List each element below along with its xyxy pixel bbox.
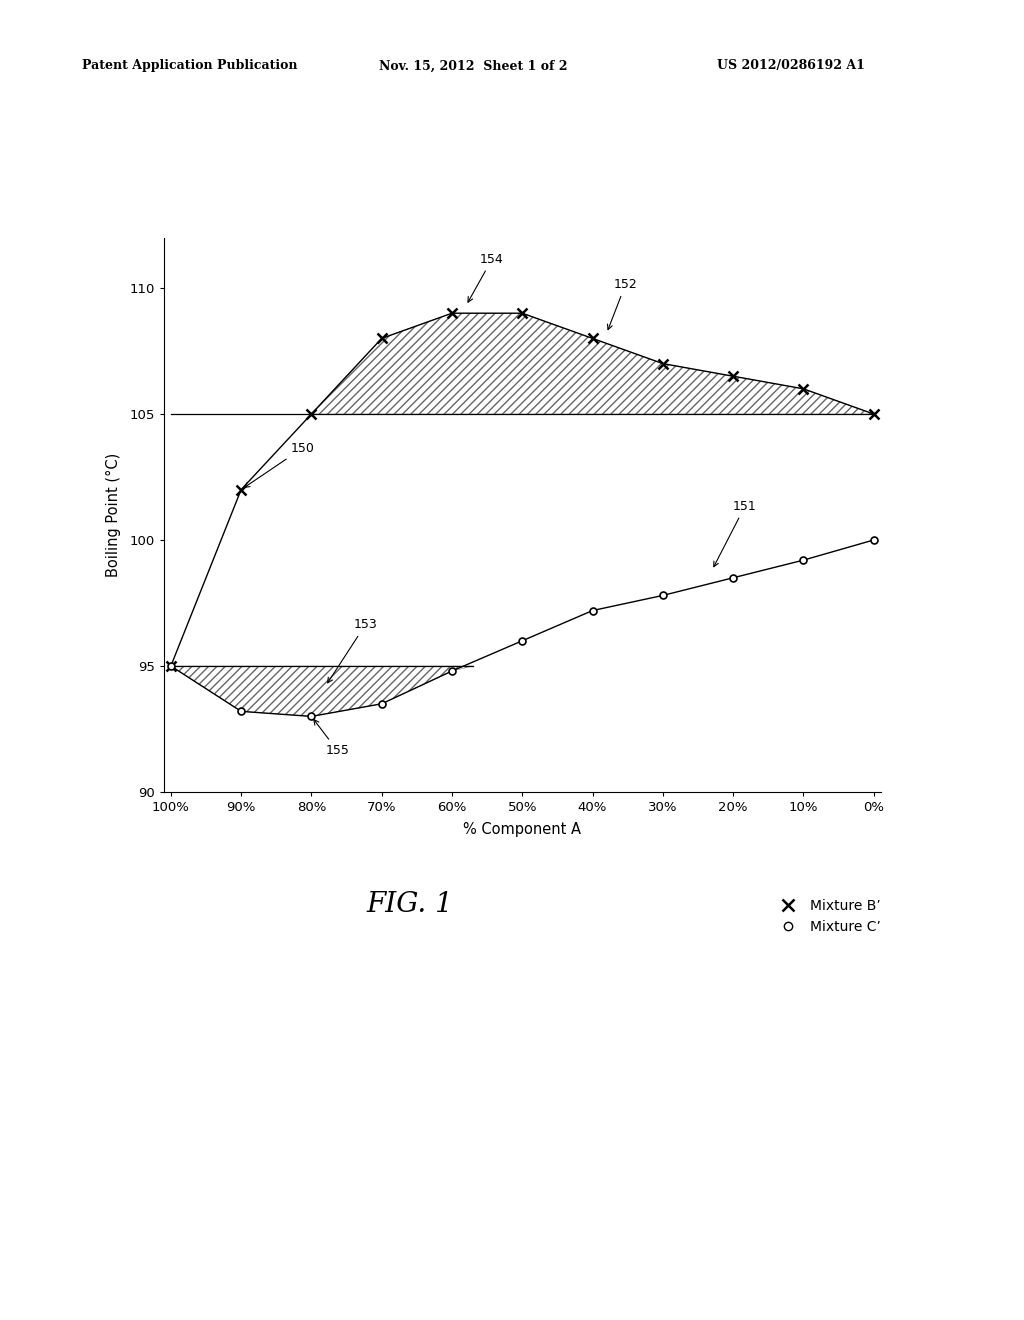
Text: FIG. 1: FIG. 1	[367, 891, 453, 917]
Legend: Mixture B’, Mixture C’: Mixture B’, Mixture C’	[774, 899, 881, 933]
Mixture B’	[305, 407, 317, 422]
Text: 155: 155	[313, 719, 349, 758]
Mixture B’	[234, 482, 247, 498]
Mixture C’	[305, 709, 317, 725]
Text: 154: 154	[468, 253, 504, 302]
Text: US 2012/0286192 A1: US 2012/0286192 A1	[717, 59, 864, 73]
Mixture C’	[727, 570, 739, 586]
Mixture C’	[516, 632, 528, 648]
Mixture C’	[165, 659, 177, 675]
Mixture C’	[234, 704, 247, 719]
Mixture C’	[445, 663, 458, 678]
Mixture B’	[376, 330, 388, 346]
Mixture B’	[165, 659, 177, 675]
Mixture B’	[445, 305, 458, 321]
Mixture B’	[587, 330, 599, 346]
Mixture C’	[376, 696, 388, 711]
Mixture C’	[867, 532, 880, 548]
Mixture C’	[587, 603, 599, 619]
Mixture C’	[798, 552, 810, 568]
Line: Mixture C’: Mixture C’	[167, 536, 878, 719]
Mixture B’	[867, 407, 880, 422]
Mixture B’	[798, 381, 810, 397]
Mixture B’	[656, 355, 669, 371]
Text: 153: 153	[328, 618, 377, 682]
Text: 151: 151	[714, 500, 757, 566]
X-axis label: % Component A: % Component A	[463, 822, 582, 837]
Mixture C’	[656, 587, 669, 603]
Y-axis label: Boiling Point (°C): Boiling Point (°C)	[106, 453, 121, 577]
Mixture B’	[727, 368, 739, 384]
Text: 150: 150	[245, 442, 314, 487]
Text: 152: 152	[607, 279, 637, 330]
Mixture B’	[516, 305, 528, 321]
Text: Patent Application Publication: Patent Application Publication	[82, 59, 297, 73]
Line: Mixture B’: Mixture B’	[166, 309, 879, 671]
Text: Nov. 15, 2012  Sheet 1 of 2: Nov. 15, 2012 Sheet 1 of 2	[379, 59, 567, 73]
